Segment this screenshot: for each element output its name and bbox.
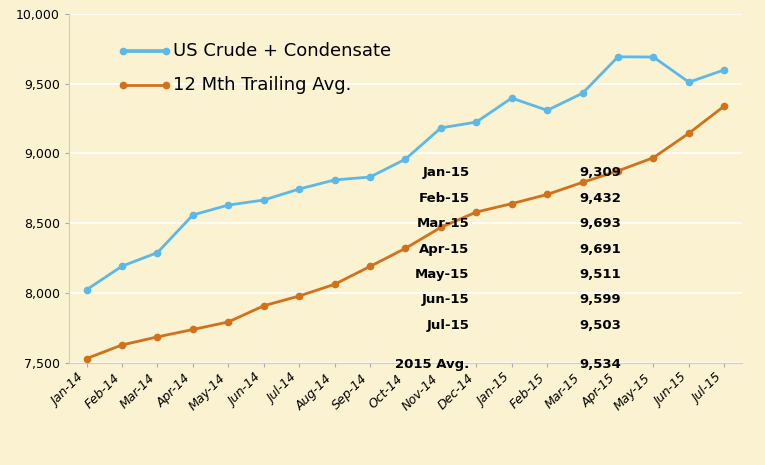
Text: Jul-15: Jul-15 (427, 319, 470, 332)
Text: 12 Mth Trailing Avg.: 12 Mth Trailing Avg. (173, 76, 352, 94)
Text: Apr-15: Apr-15 (419, 243, 470, 255)
Text: 2015 Avg.: 2015 Avg. (396, 359, 470, 371)
Text: 9,432: 9,432 (579, 192, 621, 205)
Text: 9,511: 9,511 (579, 268, 621, 281)
Text: 9,503: 9,503 (579, 319, 621, 332)
Text: 9,599: 9,599 (579, 293, 621, 306)
Text: 9,693: 9,693 (579, 217, 621, 230)
Text: 9,534: 9,534 (579, 359, 621, 371)
Text: May-15: May-15 (415, 268, 470, 281)
Text: Jun-15: Jun-15 (422, 293, 470, 306)
Text: Mar-15: Mar-15 (417, 217, 470, 230)
Text: 9,691: 9,691 (579, 243, 621, 255)
Text: US Crude + Condensate: US Crude + Condensate (173, 41, 392, 60)
Text: Jan-15: Jan-15 (422, 166, 470, 179)
Text: 9,309: 9,309 (579, 166, 621, 179)
Text: Feb-15: Feb-15 (418, 192, 470, 205)
